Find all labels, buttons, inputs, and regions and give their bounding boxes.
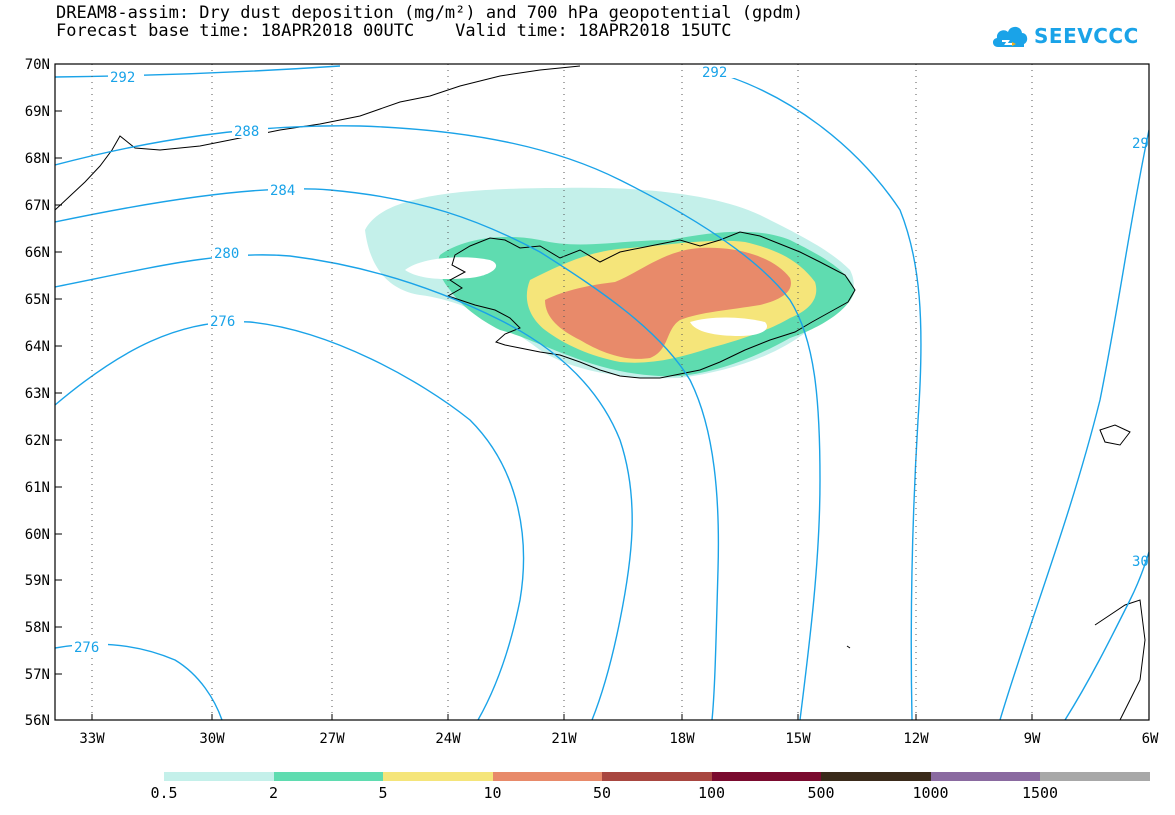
scotland-coastline bbox=[1094, 599, 1146, 720]
legend-color-cell bbox=[164, 772, 274, 781]
legend-color-cell bbox=[1040, 772, 1150, 781]
contour-label: 276 bbox=[74, 640, 99, 656]
lat-label: 64N bbox=[25, 339, 50, 355]
lat-label: 68N bbox=[25, 151, 50, 167]
lat-label: 70N bbox=[25, 57, 50, 73]
lon-label: 27W bbox=[319, 731, 345, 747]
contour-label: 292 bbox=[110, 70, 135, 86]
plot-frame bbox=[54, 63, 1150, 721]
legend-label: 2 bbox=[268, 784, 279, 802]
dust-clear-south bbox=[690, 317, 768, 336]
legend-colorbar bbox=[164, 772, 1150, 781]
lat-label: 67N bbox=[25, 198, 50, 214]
lat-label: 63N bbox=[25, 386, 50, 402]
cloud-icon bbox=[992, 26, 1028, 47]
seevccc-logo: SEEVCCC bbox=[990, 16, 1139, 56]
legend-label: 50 bbox=[592, 784, 612, 802]
legend-color-cell bbox=[492, 772, 602, 781]
lon-label: 15W bbox=[785, 731, 811, 747]
legend-label: 500 bbox=[807, 784, 835, 802]
lat-label: 57N bbox=[25, 667, 50, 683]
lon-label: 12W bbox=[903, 731, 929, 747]
contour-292-west bbox=[55, 65, 341, 78]
legend-color-cell bbox=[821, 772, 931, 781]
contour-labels: 292 292 288 284 280 276 276 29 30 bbox=[72, 64, 1149, 656]
legend-color-cell bbox=[602, 772, 712, 781]
lat-label: 65N bbox=[25, 292, 50, 308]
legend-color-cell bbox=[383, 772, 493, 781]
lon-label: 33W bbox=[79, 731, 105, 747]
coastlines bbox=[55, 65, 1146, 720]
lon-label: 21W bbox=[551, 731, 577, 747]
contour-292-east bbox=[699, 67, 922, 720]
lat-label: 60N bbox=[25, 527, 50, 543]
latitude-labels: 70N 69N 68N 67N 66N 65N 64N 63N 62N 61N … bbox=[25, 57, 50, 729]
contour-30x bbox=[1064, 551, 1149, 720]
lat-label: 58N bbox=[25, 620, 50, 636]
legend-color-cell bbox=[930, 772, 1040, 781]
contour-29x bbox=[999, 129, 1149, 720]
contour-label: 292 bbox=[702, 65, 727, 81]
longitude-labels: 33W 30W 27W 24W 21W 18W 15W 12W 9W 6W bbox=[79, 731, 1159, 747]
contour-label: 276 bbox=[210, 314, 235, 330]
rockall bbox=[846, 645, 851, 649]
lon-label: 9W bbox=[1024, 731, 1041, 747]
legend-label: 5 bbox=[378, 784, 388, 802]
legend-label: 10 bbox=[483, 784, 502, 802]
lat-label: 61N bbox=[25, 480, 50, 496]
geopotential-contours bbox=[55, 65, 1149, 720]
contour-label: 30 bbox=[1132, 554, 1149, 570]
map-title-line2: Forecast base time: 18APR2018 00UTC Vali… bbox=[56, 21, 732, 41]
contour-label: 288 bbox=[234, 124, 259, 140]
lat-label: 62N bbox=[25, 433, 50, 449]
lon-label: 30W bbox=[199, 731, 225, 747]
legend-color-cell bbox=[273, 772, 383, 781]
contour-label: 284 bbox=[270, 183, 295, 199]
dust-clear-north bbox=[405, 257, 497, 280]
legend-label: 1000 bbox=[912, 784, 949, 802]
legend-color-cell bbox=[711, 772, 821, 781]
logo-text: SEEVCCC bbox=[1034, 24, 1139, 48]
contour-label: 280 bbox=[214, 246, 239, 262]
lon-label: 24W bbox=[435, 731, 461, 747]
lon-label: 6W bbox=[1142, 731, 1159, 747]
dust-level-10 bbox=[545, 247, 791, 359]
legend-label: 100 bbox=[697, 784, 726, 802]
faroe-islands bbox=[1099, 424, 1131, 446]
greenland-coastline bbox=[55, 65, 581, 211]
axis-ticks bbox=[55, 63, 1033, 720]
contour-276-arc bbox=[55, 320, 525, 720]
legend-label: 1500 bbox=[1021, 784, 1059, 802]
lat-label: 59N bbox=[25, 573, 50, 589]
longitude-gridlines bbox=[91, 64, 1033, 720]
dust-deposition-field bbox=[365, 187, 855, 379]
iceland-coastline bbox=[446, 231, 856, 379]
map-title-line1: DREAM8-assim: Dry dust deposition (mg/m²… bbox=[56, 3, 804, 23]
contour-label: 29 bbox=[1132, 136, 1149, 152]
legend-label: 0.5 bbox=[150, 784, 178, 802]
contour-288 bbox=[55, 125, 821, 720]
lat-label: 56N bbox=[25, 713, 50, 729]
lat-label: 66N bbox=[25, 245, 50, 261]
lon-label: 18W bbox=[669, 731, 695, 747]
lat-label: 69N bbox=[25, 104, 50, 120]
